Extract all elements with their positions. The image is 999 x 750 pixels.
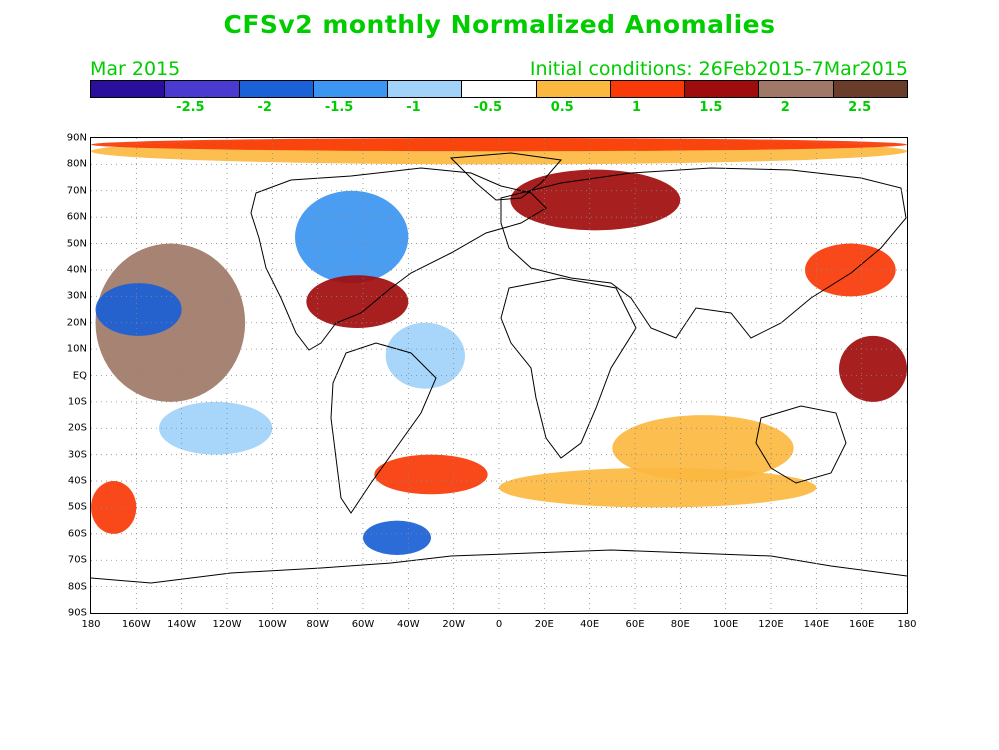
coastline-eurasia: [500, 167, 907, 339]
latitude-label: 60N: [66, 211, 87, 223]
color-scale-tick-label: 1.5: [699, 100, 723, 115]
latitude-label: 80S: [67, 581, 87, 593]
longitude-label: 140E: [803, 619, 830, 630]
color-swatch: [462, 81, 537, 97]
longitude-label: 40W: [397, 619, 420, 630]
longitude-label: 100E: [712, 619, 739, 630]
latitude-label: 30N: [66, 290, 87, 302]
color-swatch: [833, 81, 907, 97]
latitude-label: 20N: [66, 317, 87, 329]
longitude-label: 160W: [121, 619, 151, 630]
anomaly-region-tropical-atlantic-cold: [385, 322, 466, 389]
color-swatch: [313, 81, 389, 97]
color-swatch: [91, 81, 166, 97]
coastline-africa: [500, 277, 637, 459]
longitude-label: 100W: [257, 619, 287, 630]
longitude-label: 180: [81, 619, 101, 630]
longitude-label: 160E: [848, 619, 875, 630]
longitude-label: 60E: [625, 619, 645, 630]
color-scale-tick-label: 2: [780, 100, 790, 115]
anomaly-region-ne-pacific-japan-warm: [805, 243, 896, 297]
color-swatch: [536, 81, 611, 97]
color-scale-tick-label: 2.5: [848, 100, 872, 115]
color-swatch: [239, 81, 314, 97]
latitude-label: 30S: [67, 449, 87, 461]
color-swatch: [610, 81, 686, 97]
graticule: [91, 138, 907, 613]
map-canvas: [91, 138, 907, 613]
latitude-label: 50N: [66, 238, 87, 250]
color-scale-tick-label: -1: [406, 100, 421, 115]
latitude-label: EQ: [72, 370, 87, 381]
anomaly-region-south-atlantic-warm: [374, 454, 488, 495]
month-label: Mar 2015: [90, 58, 181, 80]
anomaly-map: [90, 137, 908, 614]
latitude-label: 70N: [66, 185, 87, 197]
color-scale-tick-label: 0.5: [550, 100, 574, 115]
latitude-label: 40N: [66, 264, 87, 276]
anomaly-region-north-america-cold: [295, 190, 409, 284]
longitude-label: 0: [495, 619, 503, 630]
longitude-label: 120E: [758, 619, 784, 630]
anomaly-region-south-pacific-cold: [159, 401, 273, 455]
anomaly-region-sw-pacific-warm: [91, 481, 137, 534]
latitude-label: 20S: [67, 422, 87, 434]
latitude-label: 10S: [67, 396, 87, 408]
anomaly-region-indian-ocean-warm: [612, 415, 794, 482]
chart-title: CFSv2 monthly Normalized Anomalies: [223, 10, 776, 39]
latitude-label: 90S: [67, 607, 87, 619]
longitude-label: 80E: [670, 619, 690, 630]
latitude-label: 90N: [66, 132, 87, 144]
latitude-label: 60S: [67, 528, 87, 540]
anomaly-region-west-atlantic-warm: [306, 275, 409, 328]
longitude-label: 20E: [534, 619, 554, 630]
color-scale-bar: [90, 80, 908, 98]
anomaly-fields: [91, 138, 907, 555]
initial-conditions-label: Initial conditions: 26Feb2015-7Mar2015: [529, 58, 908, 80]
anomaly-region-arctic-strong: [91, 138, 907, 152]
coastline-australia: [755, 405, 847, 484]
color-scale-tick-label: -0.5: [473, 100, 503, 115]
coastline-north-america: [250, 167, 547, 351]
color-swatch: [388, 81, 463, 97]
color-scale-labels: -2.5 -2 -1.5 -1 -0.5 0.5 1 1.5 2 2.5: [90, 100, 908, 116]
latitude-label: 80N: [66, 158, 87, 170]
latitude-label: 50S: [67, 501, 87, 513]
latitude-label: 10N: [66, 343, 87, 355]
color-scale-tick-label: 1: [632, 100, 642, 115]
color-scale-tick-label: -1.5: [324, 100, 354, 115]
coastline-antarctica: [91, 549, 907, 584]
color-scale-tick-label: -2.5: [176, 100, 205, 115]
color-swatch: [685, 81, 760, 97]
anomaly-region-w-pacific-warm: [839, 335, 907, 402]
coastlines: [91, 152, 907, 584]
color-swatch: [759, 81, 834, 97]
color-swatch: [165, 81, 240, 97]
anomaly-region-weddell-cold: [363, 520, 431, 555]
anomaly-region-siberia-warm: [510, 169, 681, 231]
longitude-label: 120W: [212, 619, 242, 630]
color-scale-tick-label: -2: [257, 100, 272, 115]
anomaly-region-central-pacific-cold: [95, 283, 182, 336]
longitude-label: 180: [897, 619, 917, 630]
longitude-label: 80W: [306, 619, 329, 630]
latitude-label: 40S: [67, 475, 87, 487]
coastline-south-america: [330, 342, 437, 514]
longitude-label: 60W: [351, 619, 375, 630]
latitude-label: 70S: [67, 554, 87, 566]
longitude-label: 40E: [580, 619, 600, 630]
longitude-label: 20W: [442, 619, 465, 630]
longitude-label: 140W: [167, 619, 197, 630]
